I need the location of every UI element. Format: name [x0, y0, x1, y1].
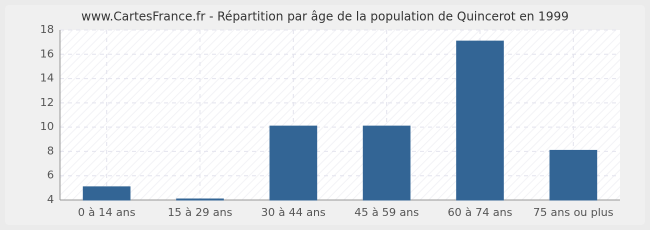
bar [362, 125, 411, 201]
y-tick-label: 4 [47, 193, 54, 206]
y-tick-label: 18 [40, 23, 54, 36]
bar [456, 40, 504, 201]
y-tick-label: 6 [47, 169, 54, 182]
x-tick-label: 60 à 74 ans [448, 206, 513, 219]
bar [269, 125, 318, 201]
x-tick-label: 0 à 14 ans [78, 206, 136, 219]
chart-title: www.CartesFrance.fr - Répartition par âg… [81, 10, 568, 24]
y-tick-label: 16 [40, 47, 54, 60]
y-tick-label: 14 [40, 72, 54, 85]
y-tick-label: 10 [40, 120, 54, 133]
x-tick-label: 15 à 29 ans [168, 206, 233, 219]
bar [549, 149, 598, 201]
x-tick-label: 30 à 44 ans [261, 206, 326, 219]
plot-area [60, 30, 620, 200]
chart: www.CartesFrance.fr - Répartition par âg… [0, 0, 650, 230]
bar [82, 186, 131, 201]
x-tick-label: 45 à 59 ans [354, 206, 419, 219]
y-tick-label: 8 [47, 144, 54, 157]
x-tick-label: 75 ans ou plus [533, 206, 614, 219]
y-tick-label: 12 [40, 96, 54, 109]
bar [176, 198, 224, 201]
